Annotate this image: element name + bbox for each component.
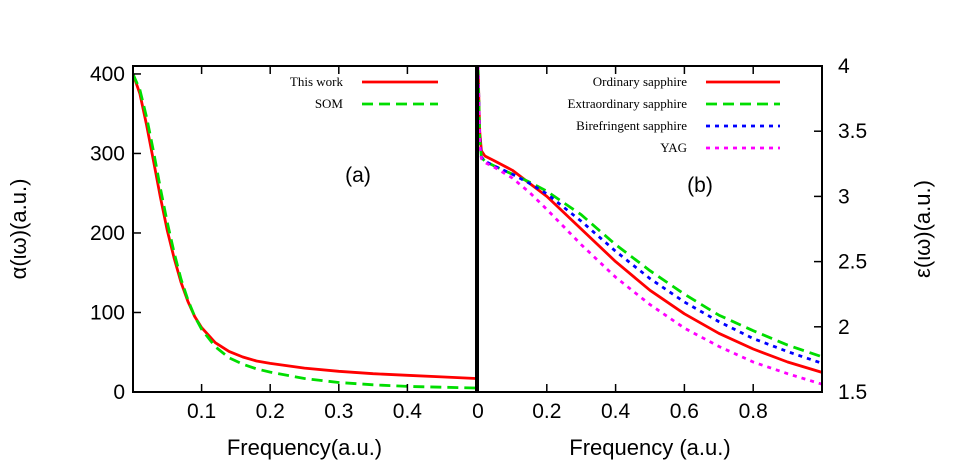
y-tick-label: 1.5 [838, 381, 867, 404]
y-tick-label: 300 [90, 142, 125, 165]
legend: This work SOM [290, 74, 438, 111]
y-axis-label: α(ιω)(a.u.) [6, 179, 31, 280]
x-tick-label: 0.2 [256, 400, 285, 423]
y-axis-label: ε(ιω)(a.u.) [910, 180, 935, 278]
x-tick-label: 0.4 [393, 400, 423, 423]
x-tick-label: 0.6 [670, 400, 699, 423]
y-tick-label: 3 [838, 185, 850, 208]
series-line-ordinary-sapphire [478, 66, 822, 374]
y-tick-label: 3.5 [838, 120, 867, 143]
panel-b-chart: 0 0.2 0.4 0.6 0.8 1.5 2 2.5 3 3.5 4 Frequency (a.u.… [472, 55, 935, 460]
x-tick-label: 0 [472, 400, 484, 423]
y-tick-label: 2.5 [838, 251, 867, 274]
plot-frame [477, 65, 823, 393]
series-lines [478, 66, 822, 386]
x-tick-label: 0.2 [532, 400, 561, 423]
series-line-som [133, 73, 476, 390]
legend-label: Extraordinary sapphire [568, 96, 688, 111]
panel-label: (b) [687, 174, 713, 197]
x-tick-label: 0.3 [324, 400, 353, 423]
legend-label: Ordinary sapphire [593, 74, 687, 89]
legend-label: This work [290, 74, 344, 89]
legend-label: YAG [660, 140, 687, 155]
series-line-this-work [133, 73, 476, 380]
y-tick-label: 0 [113, 381, 125, 404]
x-tick-label: 0.8 [739, 400, 768, 423]
series-line-extraordinary-sapphire [478, 66, 822, 359]
plot-frame [132, 65, 477, 393]
y-tick-label: 4 [838, 55, 850, 78]
legend-label: SOM [315, 96, 344, 111]
series-lines [133, 73, 476, 390]
y-tick-label: 2 [838, 316, 850, 339]
x-axis-label: Frequency(a.u.) [227, 435, 382, 460]
x-axis-label: Frequency (a.u.) [569, 435, 730, 460]
series-line-yag [478, 66, 822, 386]
panel-label: (a) [345, 164, 371, 187]
legend: Ordinary sapphire Extraordinary sapphire B… [568, 74, 780, 155]
y-tick-label: 100 [90, 301, 125, 324]
x-tick-label: 0.1 [187, 400, 216, 423]
y-tick-label: 400 [90, 63, 125, 86]
panel-a-chart: 0.1 0.2 0.3 0.4 0 100 200 300 400 Frequency(a.u.)… [6, 63, 477, 460]
x-tick-label: 0.4 [601, 400, 631, 423]
y-tick-label: 200 [90, 222, 125, 245]
legend-label: Birefringent sapphire [576, 118, 687, 133]
